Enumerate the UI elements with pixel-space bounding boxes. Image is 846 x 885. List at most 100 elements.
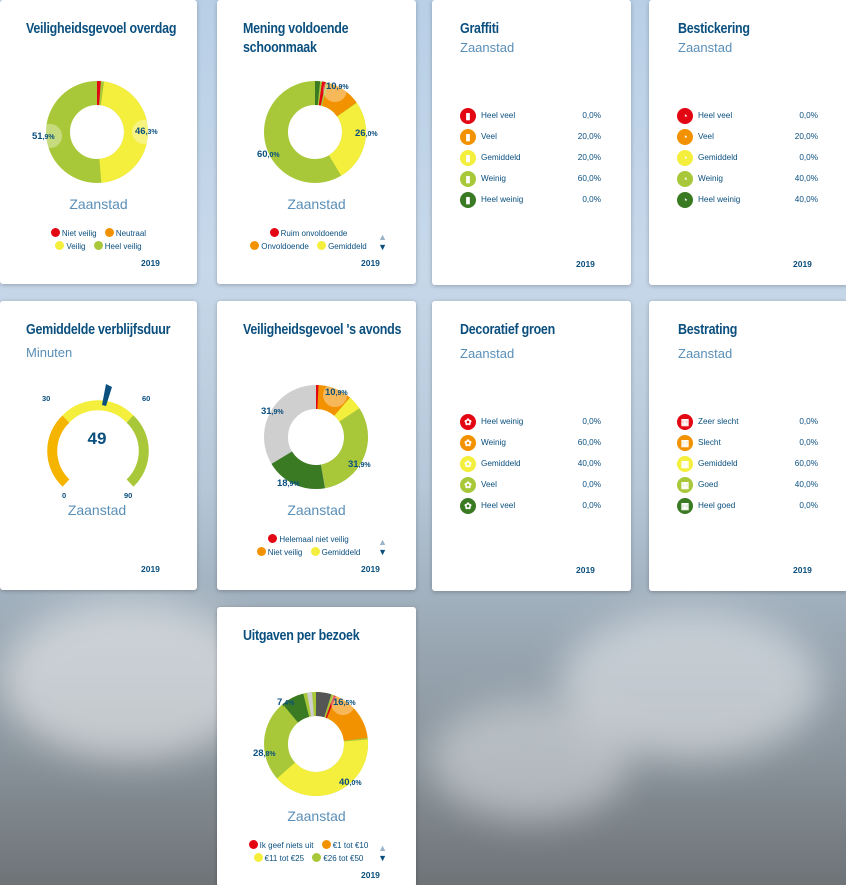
legend-item[interactable]: Ruim onvoldoende [269, 227, 347, 240]
list-item: ◔ Heel weinig 40,0% [677, 192, 818, 208]
arrow-down-icon[interactable]: ▼ [378, 853, 387, 863]
card-title: Decoratief groen [460, 322, 555, 338]
donut-slice-donkergrijs[interactable] [264, 692, 368, 796]
list-item: ▦ Heel goed 0,0% [677, 498, 818, 514]
gauge-tick: 60 [142, 394, 151, 403]
card-mening-schoonmaak[interactable]: Mening voldoende schoonmaak 10,9% 26,0% … [217, 0, 416, 284]
arrow-up-icon[interactable]: ▲ [378, 843, 387, 853]
legend: Helemaal niet veilig Niet veilig Gemidde… [217, 533, 408, 559]
gauge-value: 49 [87, 429, 107, 448]
legend-item[interactable]: Niet veilig [256, 546, 302, 559]
card-bestickering[interactable]: Bestickering Zaanstad ◔ Heel veel 0,0% ◔ Ve… [649, 0, 846, 285]
list-item: ▦ Goed 40,0% [677, 477, 818, 493]
legend-pager[interactable]: ▲ ▼ [378, 232, 387, 252]
year-label: 2019 [576, 565, 595, 575]
donut-slice-donkergroen[interactable] [264, 81, 366, 183]
card-uitgaven-per-bezoek[interactable]: Uitgaven per bezoek 16,5% 40,0% 28,8% 7,… [217, 607, 416, 885]
card-title: Uitgaven per bezoek [243, 628, 360, 644]
card-subtitle: Zaanstad [678, 346, 733, 361]
donut-chart[interactable] [263, 384, 369, 490]
list-item: ▮ Gemiddeld 20,0% [460, 150, 601, 166]
arrow-up-icon[interactable]: ▲ [378, 537, 387, 547]
gauge-needle [102, 384, 112, 406]
legend-item[interactable]: Gemiddeld [310, 546, 360, 559]
data-label: 10,9% [326, 81, 349, 92]
year-label: 2019 [141, 258, 160, 268]
region-label: Zaanstad [287, 196, 346, 212]
year-label: 2019 [361, 564, 380, 574]
paving-icon: ▦ [677, 414, 693, 430]
donut-slice-veilig[interactable] [46, 81, 148, 183]
gauge-tick: 0 [62, 491, 67, 500]
donut-slice-grijs[interactable] [264, 692, 368, 796]
list-item: ✿ Heel veel 0,0% [460, 498, 601, 514]
list-item: ✿ Gemiddeld 40,0% [460, 456, 601, 472]
list-item: ▦ Zeer slecht 0,0% [677, 414, 818, 430]
legend-item[interactable]: €1 tot €10 [321, 839, 368, 852]
legend-pager[interactable]: ▲ ▼ [378, 843, 387, 863]
legend-item[interactable]: Gemiddeld [317, 240, 367, 253]
legend-item[interactable]: Heel veilig [93, 240, 142, 253]
legend-item[interactable]: Niet veilig [50, 227, 97, 240]
donut-chart[interactable] [263, 80, 367, 184]
card-title: Gemiddelde verblijfsduur [26, 322, 171, 338]
year-label: 2019 [793, 259, 812, 269]
card-subtitle: Zaanstad [460, 40, 515, 55]
legend-item[interactable]: €11 tot €25 [253, 852, 304, 865]
list-item: ✿ Heel weinig 0,0% [460, 414, 601, 430]
data-label: 40,0% [339, 777, 362, 788]
card-title: Bestickering [678, 21, 750, 37]
card-title: Graffiti [460, 21, 499, 37]
donut-slice-donkergroen[interactable] [264, 385, 368, 489]
paving-icon: ▦ [677, 498, 693, 514]
donut-slice-1-10[interactable] [264, 692, 369, 797]
gauge-chart[interactable] [38, 381, 158, 501]
card-veiligheidsgevoel-avonds[interactable]: Veiligheidsgevoel 's avonds 10,9% 31,9% … [217, 301, 416, 590]
donut-slice-helemaal-niet-veilig[interactable] [264, 385, 368, 489]
list-item: ▮ Heel weinig 0,0% [460, 192, 601, 208]
paving-icon: ▦ [677, 477, 693, 493]
donut-chart[interactable] [46, 80, 148, 184]
region-label: Zaanstad [69, 196, 128, 212]
card-graffiti[interactable]: Graffiti Zaanstad ▮ Heel veel 0,0% ▮ Veel 20… [432, 0, 631, 285]
region-label: Zaanstad [287, 502, 346, 518]
gauge-tick: 90 [124, 491, 133, 500]
legend-item[interactable]: Ik geef niets uit [248, 839, 313, 852]
data-label: 10,9% [325, 387, 348, 398]
list-item: ▦ Gemiddeld 60,0% [677, 456, 818, 472]
donut-slice-ruim-onvoldoende[interactable] [264, 81, 366, 183]
card-title: Veiligheidsgevoel overdag [26, 21, 177, 37]
card-title: Mening voldoende schoonmaak [243, 21, 349, 56]
legend: Ik geef niets uit €1 tot €10 €11 tot €25… [217, 839, 408, 865]
donut-slice-niet-veilig[interactable] [46, 81, 148, 183]
spray-can-icon: ▮ [460, 192, 476, 208]
spray-can-icon: ▮ [460, 108, 476, 124]
legend-item[interactable]: Veilig [55, 240, 85, 253]
card-veiligheidsgevoel-overdag[interactable]: Veiligheidsgevoel overdag 51,9% 46,3% Za… [0, 0, 197, 284]
card-title: Bestrating [678, 322, 738, 338]
card-decoratief-groen[interactable]: Decoratief groen Zaanstad ✿ Heel weinig 0,… [432, 301, 631, 591]
spray-can-icon: ▮ [460, 150, 476, 166]
list-item: ▮ Heel veel 0,0% [460, 108, 601, 124]
sticker-icon: ◔ [677, 192, 693, 208]
arrow-down-icon[interactable]: ▼ [378, 242, 387, 252]
legend-item[interactable]: Onvoldoende [250, 240, 309, 253]
card-verblijfsduur[interactable]: Gemiddelde verblijfsduur Minuten 49 30 6… [0, 301, 197, 590]
donut-chart[interactable] [263, 691, 369, 797]
flower-icon: ✿ [460, 477, 476, 493]
donut-slice-niets[interactable] [264, 692, 368, 796]
data-label: 31,9% [348, 459, 371, 470]
year-label: 2019 [361, 870, 380, 880]
data-label: 60,0% [257, 149, 280, 160]
legend-item[interactable]: €26 tot €50 [312, 852, 363, 865]
legend-pager[interactable]: ▲ ▼ [378, 537, 387, 557]
arrow-down-icon[interactable]: ▼ [378, 547, 387, 557]
list-item: ◔ Gemiddeld 0,0% [677, 150, 818, 166]
legend-item[interactable]: Helemaal niet veilig [268, 533, 349, 546]
arrow-up-icon[interactable]: ▲ [378, 232, 387, 242]
data-label: 16,5% [333, 697, 356, 708]
card-bestrating[interactable]: Bestrating Zaanstad ▦ Zeer slecht 0,0% ▦ Sl… [649, 301, 846, 591]
donut-slice-11-25[interactable] [264, 692, 368, 796]
legend-item[interactable]: Neutraal [104, 227, 146, 240]
year-label: 2019 [576, 259, 595, 269]
